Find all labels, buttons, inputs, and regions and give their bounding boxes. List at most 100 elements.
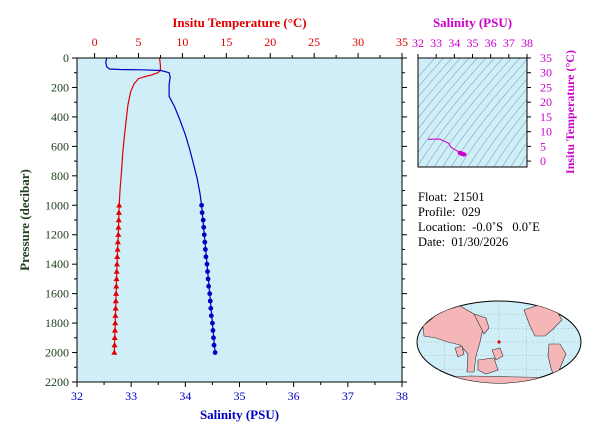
temperature-point: [112, 297, 119, 304]
ts-y-tick-label: 15: [540, 110, 552, 124]
pressure-axis-title: Pressure (decibar): [17, 169, 32, 271]
isopycnal-line: [418, 58, 487, 142]
temperature-point: [115, 224, 122, 230]
world-map: [416, 300, 582, 384]
x-tick-label: 34: [179, 389, 191, 403]
x-tick-label: 32: [71, 389, 83, 403]
ts-point: [462, 152, 467, 157]
ts-x-tick-label: 35: [467, 36, 479, 50]
isopycnal-line: [510, 142, 527, 167]
ts-y-tick-label: 25: [540, 80, 552, 94]
temperature-point: [113, 275, 120, 282]
top-tick-label: 15: [220, 35, 232, 49]
land-india: [454, 345, 465, 358]
salinity-point: [201, 224, 207, 230]
ts-x-tick-label: 33: [430, 36, 442, 50]
temperature-point: [112, 305, 119, 311]
temperature-axis-title: Insitu Temperature (°C): [172, 15, 306, 30]
isopycnal-line: [467, 88, 527, 167]
ts-x-tick-label: 36: [485, 36, 497, 50]
isopycnal-line: [418, 58, 470, 119]
land-greenland: [564, 301, 579, 313]
y-tick-label: 400: [51, 110, 69, 124]
salinity-point: [211, 335, 216, 341]
salinity-point: [208, 305, 214, 311]
land-australia: [477, 357, 499, 375]
land-japan-kamchatka: [473, 313, 490, 335]
temperature-point: [116, 202, 123, 208]
ts-x-axis-title: Salinity (PSU): [433, 15, 512, 30]
temperature-point: [111, 334, 118, 341]
temperature-point: [111, 349, 118, 355]
temperature-point: [112, 312, 119, 318]
salinity-point: [210, 328, 216, 333]
top-tick-label: 0: [92, 35, 98, 49]
x-tick-label: 38: [396, 389, 408, 403]
pressure-profile-plot: 0200400600800100012001400160018002000220…: [17, 15, 408, 422]
location-text: Location: -0.0˚S 0.0˚E: [418, 220, 540, 234]
salinity-point: [199, 202, 204, 208]
top-tick-label: 25: [308, 35, 320, 49]
x-tick-label: 36: [288, 389, 300, 403]
isopycnal-line: [433, 58, 521, 167]
temperature-point: [111, 341, 118, 348]
y-tick-label: 2200: [45, 375, 69, 389]
isopycnal-line: [476, 98, 527, 167]
isopycnal-line: [527, 38, 595, 169]
temperature-point: [113, 268, 120, 274]
temperature-point: [113, 290, 120, 296]
isopycnal-line: [418, 58, 504, 167]
top-tick-label: 5: [135, 35, 141, 49]
y-tick-label: 1000: [45, 198, 69, 212]
isopycnal-line: [425, 58, 512, 167]
x-tick-label: 35: [234, 389, 246, 403]
y-tick-label: 2000: [45, 346, 69, 360]
y-tick-label: 1400: [45, 257, 69, 271]
ts-y-tick-label: 10: [540, 125, 552, 139]
temperature-point: [114, 238, 121, 245]
isopycnal-line: [418, 58, 495, 154]
ts-x-tick-label: 32: [412, 36, 424, 50]
top-tick-label: 10: [176, 35, 188, 49]
top-tick-label: 30: [352, 35, 364, 49]
salinity-point: [205, 269, 210, 274]
x-tick-label: 33: [125, 389, 137, 403]
top-tick-label: 35: [396, 35, 408, 49]
profile-number-text: Profile: 029: [418, 205, 481, 219]
plot-background: [77, 58, 402, 382]
temperature-point: [115, 231, 122, 237]
y-tick-label: 0: [63, 51, 69, 65]
ts-background: [418, 58, 527, 167]
ts-y-tick-label: 5: [540, 139, 546, 153]
x-tick-label: 37: [342, 389, 354, 403]
y-tick-label: 800: [51, 169, 69, 183]
salinity-point: [200, 217, 206, 223]
y-tick-label: 200: [51, 80, 69, 94]
temperature-point: [114, 253, 121, 260]
salinity-point: [210, 320, 215, 326]
ts-y-axis-title: Insitu Temperature (°C): [563, 50, 577, 174]
temperature-point: [113, 283, 120, 289]
isopycnal-line: [484, 108, 527, 167]
y-tick-label: 1800: [45, 316, 69, 330]
isopycnal-line: [518, 154, 527, 167]
salinity-point: [206, 283, 212, 289]
temperature-point: [112, 319, 119, 326]
salinity-axis-title: Salinity (PSU): [200, 407, 279, 422]
salinity-point: [208, 313, 214, 319]
y-tick-label: 600: [51, 139, 69, 153]
top-tick-label: 20: [264, 35, 276, 49]
y-tick-label: 1600: [45, 287, 69, 301]
float-id-text: Float: 21501: [418, 190, 485, 204]
ts-y-tick-label: 35: [540, 51, 552, 65]
salinity-point: [212, 350, 218, 355]
y-tick-label: 1200: [45, 228, 69, 242]
salinity-point: [203, 254, 209, 260]
float-location-marker: [497, 340, 501, 344]
plot-frame: [76, 57, 403, 383]
salinity-point: [204, 261, 210, 267]
salinity-point: [199, 210, 205, 216]
